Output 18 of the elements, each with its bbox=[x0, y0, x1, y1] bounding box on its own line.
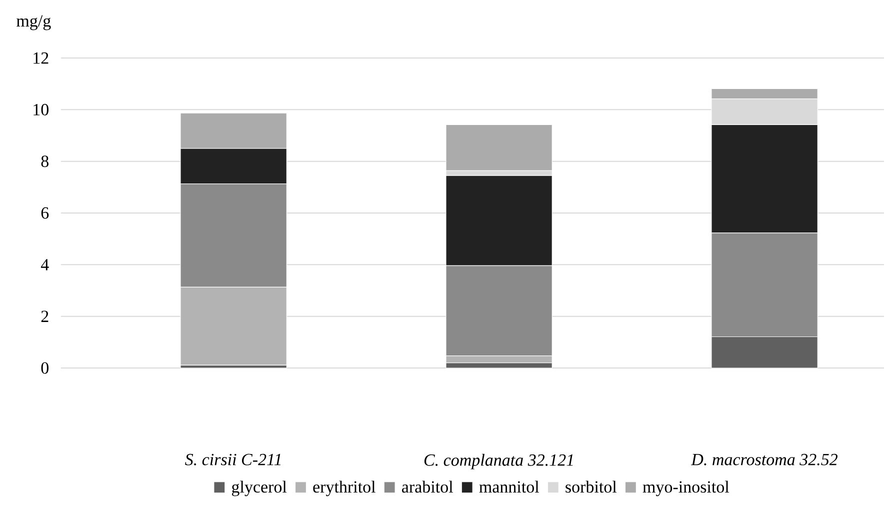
y-tick-label: 4 bbox=[40, 259, 49, 270]
legend-label: sorbitol bbox=[566, 480, 617, 493]
legend-label: mannitol bbox=[479, 480, 540, 493]
legend-label: glycerol bbox=[232, 480, 287, 496]
y-tick-label: 10 bbox=[34, 104, 48, 116]
x-tick-label: D. macrostoma 32.52 bbox=[691, 454, 838, 466]
y-tick-label: 8 bbox=[41, 156, 48, 168]
legend-label: erythritol bbox=[313, 480, 376, 496]
y-tick-label: 2 bbox=[41, 310, 48, 322]
x-tick-label: S. cirsii C-211 bbox=[185, 454, 280, 466]
y-tick-label: 12 bbox=[34, 52, 48, 64]
bar bbox=[446, 124, 552, 171]
x-tick-label: C. complanata 32.121 bbox=[424, 454, 573, 470]
y-tick-label: 0 bbox=[41, 362, 48, 374]
legend-label: arabitol bbox=[402, 480, 453, 493]
y-axis-title: mg/g bbox=[16, 15, 51, 30]
legend-label: myo-inositol bbox=[642, 480, 730, 496]
y-tick-label: 6 bbox=[41, 207, 49, 219]
